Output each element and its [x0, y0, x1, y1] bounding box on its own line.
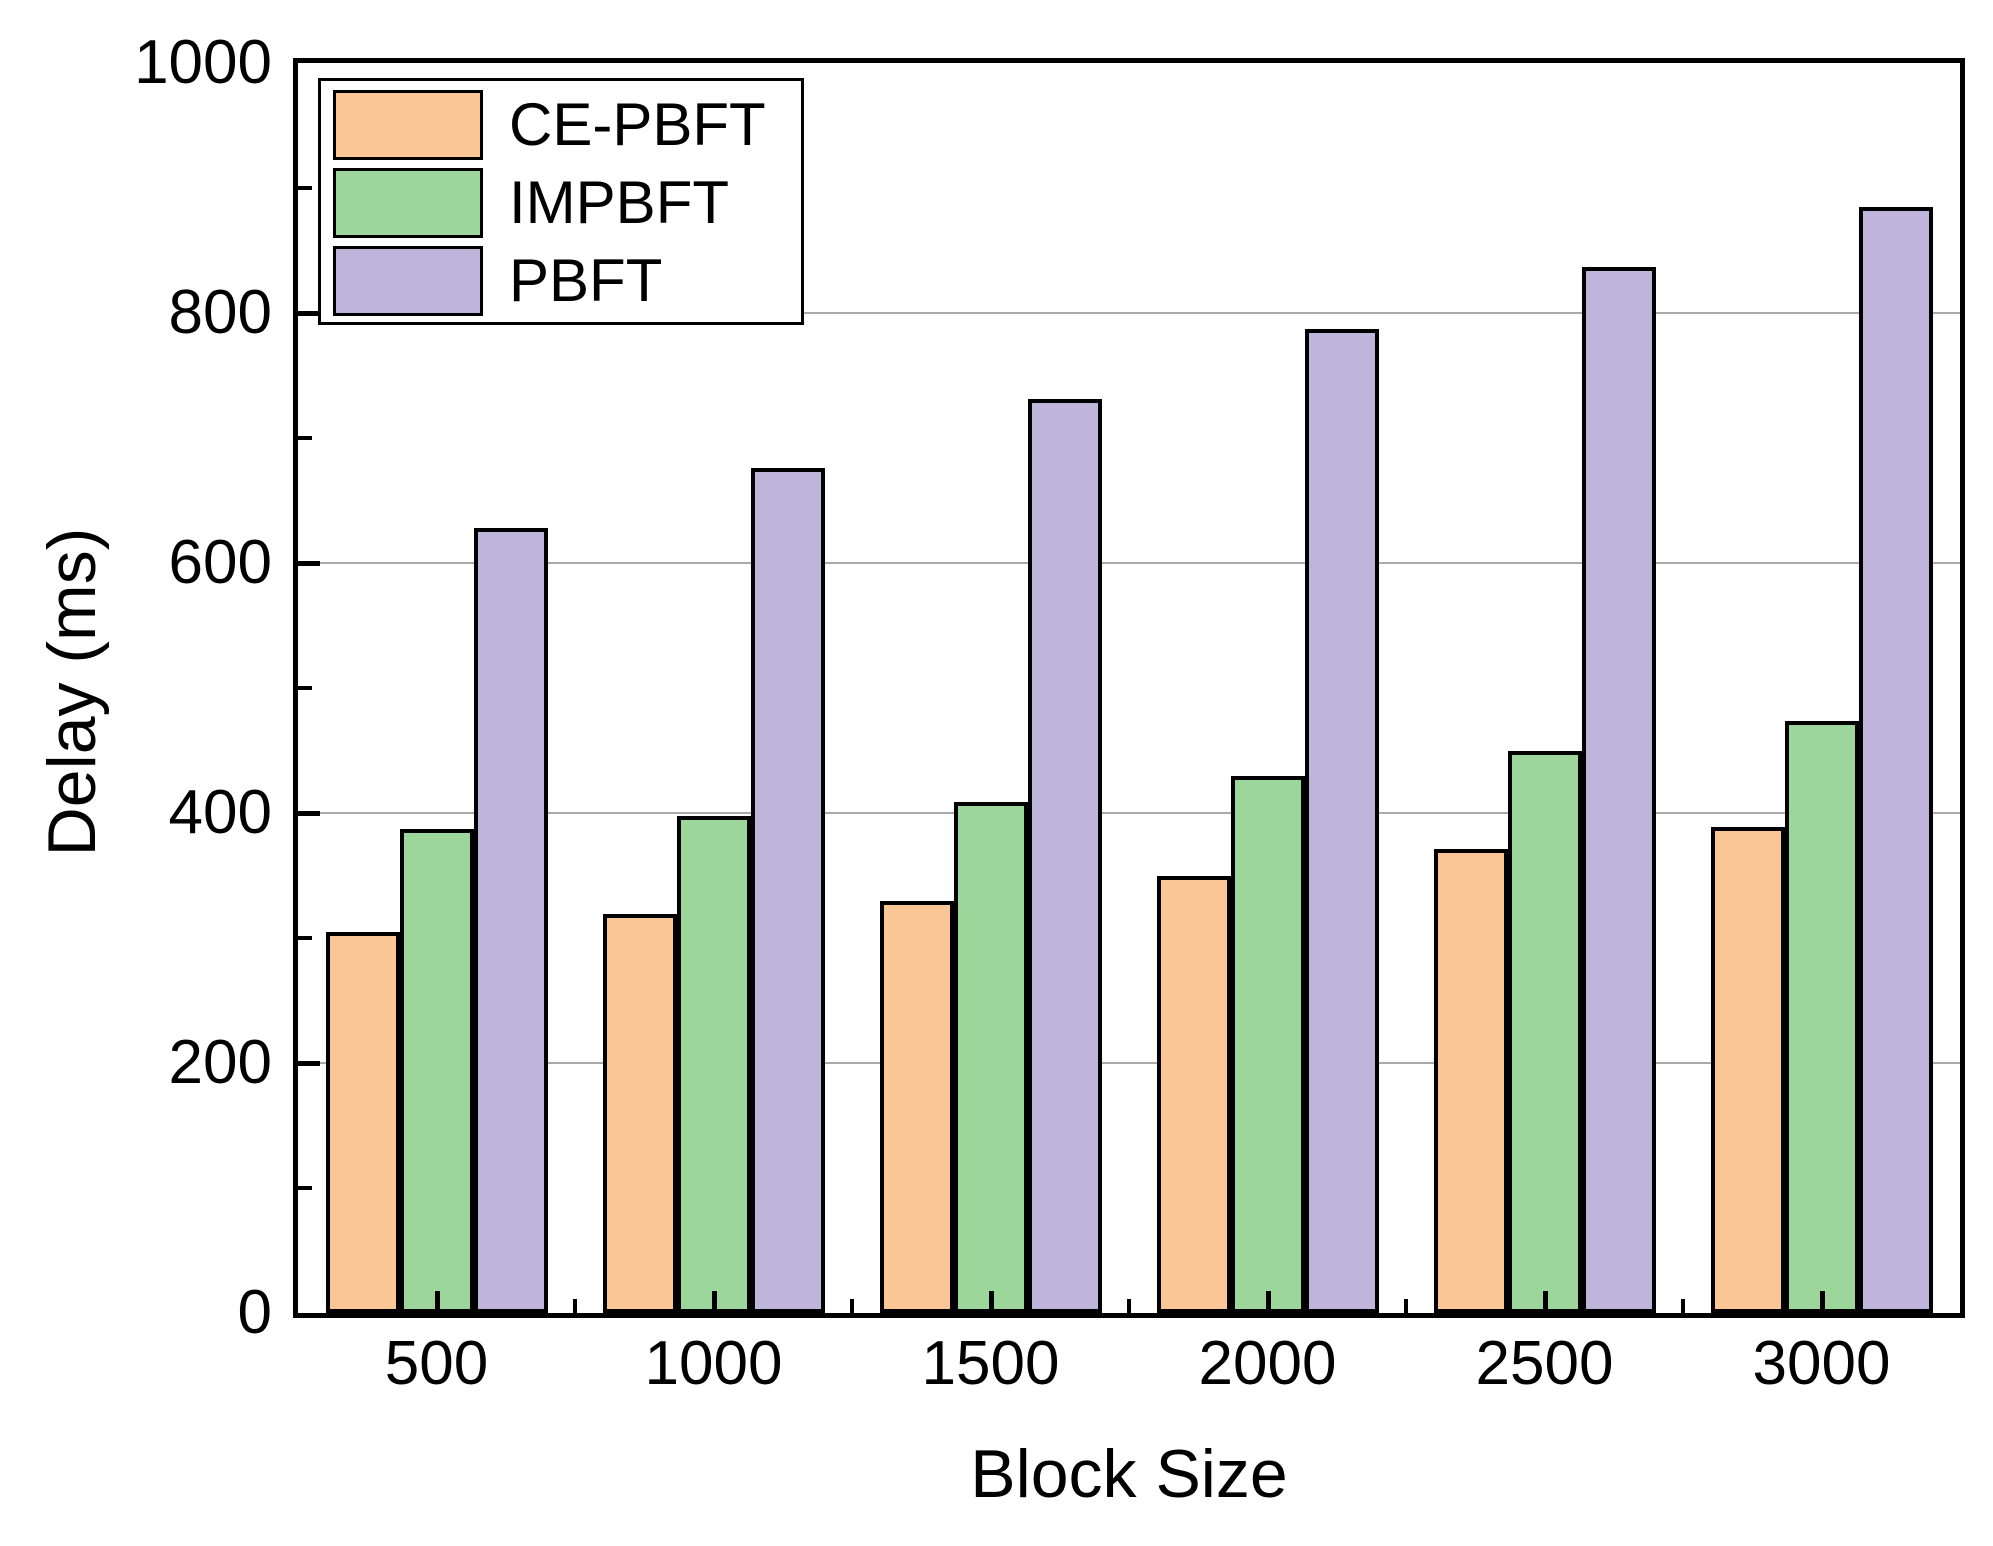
x-tick-label: 1000 — [644, 1329, 783, 1398]
legend-row: PBFT — [333, 246, 801, 316]
x-major-tick — [988, 1291, 994, 1313]
legend-swatch-ce-pbft — [333, 90, 483, 160]
legend: CE-PBFT IMPBFT PBFT — [318, 78, 804, 325]
x-tick-label: 2500 — [1475, 1329, 1614, 1398]
y-major-tick — [298, 561, 320, 566]
bar-pbft — [1027, 399, 1102, 1313]
bar-pbft — [1304, 329, 1379, 1313]
bar-ce-pbft — [325, 931, 400, 1313]
x-tick-label: 500 — [384, 1329, 489, 1398]
bar-pbft — [1858, 206, 1933, 1313]
y-gridline — [298, 312, 1960, 314]
y-major-tick — [298, 311, 320, 316]
bar-ce-pbft — [602, 914, 677, 1313]
x-major-tick — [434, 1291, 440, 1313]
y-gridline — [298, 562, 1960, 564]
x-minor-tick — [1127, 1299, 1131, 1313]
y-tick-label: 400 — [168, 778, 272, 847]
x-tick-label: 3000 — [1752, 1329, 1891, 1398]
bar-pbft — [1581, 266, 1656, 1313]
bar-impbft — [1507, 750, 1582, 1313]
legend-label: PBFT — [509, 247, 663, 314]
bar-impbft — [1784, 720, 1859, 1313]
bar-ce-pbft — [1156, 875, 1231, 1313]
bar-pbft — [473, 528, 548, 1313]
y-gridline — [298, 1062, 1960, 1064]
y-minor-tick — [298, 1186, 312, 1190]
y-tick-label: 200 — [168, 1028, 272, 1097]
x-minor-tick — [850, 1299, 854, 1313]
x-minor-tick — [573, 1299, 577, 1313]
y-tick-label: 600 — [168, 528, 272, 597]
y-minor-tick — [298, 436, 312, 440]
bar-impbft — [953, 801, 1028, 1313]
x-tick-label: 1500 — [921, 1329, 1060, 1398]
y-axis-title: Delay (ms) — [34, 527, 110, 857]
x-major-tick — [711, 1291, 717, 1313]
legend-row: IMPBFT — [333, 168, 801, 238]
legend-swatch-impbft — [333, 168, 483, 238]
y-minor-tick — [298, 186, 312, 190]
x-minor-tick — [1404, 1299, 1408, 1313]
y-major-tick — [298, 811, 320, 816]
legend-label: IMPBFT — [509, 169, 729, 236]
bar-ce-pbft — [1433, 849, 1508, 1313]
y-tick-label: 0 — [237, 1278, 272, 1347]
x-axis-title: Block Size — [970, 1436, 1288, 1512]
y-gridline — [298, 812, 1960, 814]
bar-pbft — [750, 468, 825, 1313]
x-major-tick — [1265, 1291, 1271, 1313]
bar-ce-pbft — [879, 900, 954, 1313]
y-tick-label: 800 — [168, 278, 272, 347]
x-major-tick — [1542, 1291, 1548, 1313]
bar-impbft — [676, 815, 751, 1313]
bar-impbft — [1230, 775, 1305, 1313]
legend-row: CE-PBFT — [333, 90, 801, 160]
x-major-tick — [1819, 1291, 1825, 1313]
bar-ce-pbft — [1710, 826, 1785, 1313]
y-major-tick — [298, 1061, 320, 1066]
legend-label: CE-PBFT — [509, 91, 766, 158]
y-minor-tick — [298, 936, 312, 940]
bar-impbft — [399, 829, 474, 1313]
y-minor-tick — [298, 686, 312, 690]
y-tick-label: 1000 — [134, 28, 272, 97]
legend-swatch-pbft — [333, 246, 483, 316]
x-tick-label: 2000 — [1198, 1329, 1337, 1398]
x-minor-tick — [1681, 1299, 1685, 1313]
